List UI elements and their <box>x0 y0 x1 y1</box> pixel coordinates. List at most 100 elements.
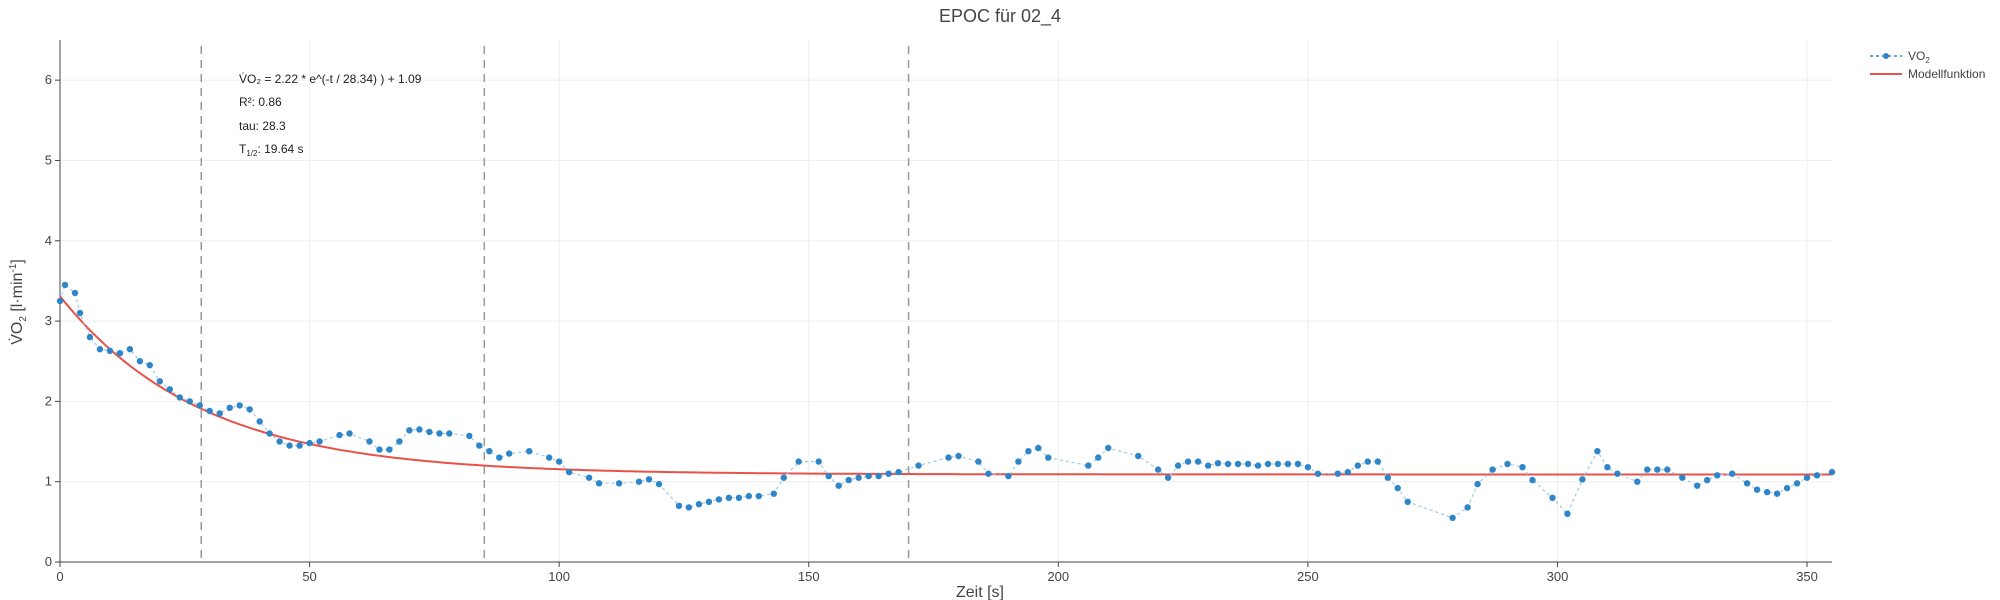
vo2-point[interactable] <box>1035 444 1042 452</box>
vo2-point[interactable] <box>1579 476 1586 483</box>
vo2-point[interactable] <box>1729 470 1736 477</box>
vo2-point[interactable] <box>1095 454 1102 461</box>
vo2-point[interactable] <box>615 480 623 487</box>
vo2-point[interactable] <box>186 398 193 405</box>
vo2-point[interactable] <box>1304 464 1312 471</box>
vo2-point[interactable] <box>1404 498 1411 505</box>
vo2-point[interactable] <box>466 432 473 440</box>
vo2-point[interactable] <box>1135 452 1142 460</box>
vo2-point[interactable] <box>1634 478 1641 485</box>
vo2-point[interactable] <box>1015 458 1022 465</box>
vo2-point[interactable] <box>526 448 533 455</box>
vo2-point[interactable] <box>1614 470 1621 477</box>
vo2-point[interactable] <box>96 346 104 353</box>
vo2-point[interactable] <box>496 454 503 461</box>
vo2-point[interactable] <box>346 430 353 437</box>
vo2-point[interactable] <box>61 281 69 289</box>
vo2-point[interactable] <box>1529 476 1536 484</box>
vo2-point[interactable] <box>1519 464 1526 471</box>
vo2-point[interactable] <box>276 438 283 445</box>
vo2-point[interactable] <box>246 406 253 413</box>
vo2-point[interactable] <box>1394 484 1401 492</box>
vo2-point[interactable] <box>735 494 743 501</box>
legend-item-vo2[interactable]: VO2 <box>1870 49 1930 65</box>
vo2-point[interactable] <box>1704 476 1711 484</box>
vo2-point[interactable] <box>695 501 703 508</box>
vo2-point[interactable] <box>645 476 653 483</box>
vo2-point[interactable] <box>1005 472 1012 480</box>
vo2-point[interactable] <box>1374 458 1382 465</box>
vo2-point[interactable] <box>1244 460 1252 468</box>
vo2-point[interactable] <box>426 428 433 436</box>
vo2-point[interactable] <box>1813 472 1821 479</box>
vo2-point[interactable] <box>376 446 383 453</box>
vo2-point[interactable] <box>1474 480 1481 488</box>
vo2-point[interactable] <box>1344 468 1352 476</box>
vo2-point[interactable] <box>1773 490 1781 497</box>
vo2-point[interactable] <box>795 458 802 465</box>
vo2-point[interactable] <box>556 458 563 465</box>
vo2-point[interactable] <box>770 490 777 497</box>
vo2-point[interactable] <box>715 496 723 503</box>
vo2-point[interactable] <box>825 472 832 480</box>
vo2-point[interactable] <box>386 446 393 453</box>
vo2-point[interactable] <box>1354 462 1362 469</box>
vo2-point[interactable] <box>1564 510 1571 517</box>
legend[interactable]: VO2 Modellfunktion <box>1870 49 1985 81</box>
vo2-point[interactable] <box>166 386 173 393</box>
vo2-point[interactable] <box>306 439 313 447</box>
vo2-point[interactable] <box>1164 474 1172 481</box>
vo2-point[interactable] <box>895 468 902 476</box>
vo2-point[interactable] <box>885 470 892 477</box>
vo2-point[interactable] <box>835 482 842 489</box>
vo2-point[interactable] <box>126 346 134 353</box>
vo2-point[interactable] <box>655 480 663 488</box>
vo2-point[interactable] <box>1254 462 1262 469</box>
vo2-point[interactable] <box>685 504 693 511</box>
vo2-point[interactable] <box>226 404 233 411</box>
vo2-point[interactable] <box>595 480 603 487</box>
vo2-point[interactable] <box>136 358 144 365</box>
vo2-point[interactable] <box>1194 458 1202 465</box>
vo2-point[interactable] <box>406 427 413 434</box>
vo2-point[interactable] <box>875 472 882 480</box>
vo2-point[interactable] <box>755 492 762 500</box>
vo2-point[interactable] <box>296 442 303 449</box>
vo2-point[interactable] <box>585 474 593 481</box>
vo2-point[interactable] <box>1234 460 1242 468</box>
vo2-point[interactable] <box>705 498 713 505</box>
vo2-point[interactable] <box>1184 458 1192 465</box>
vo2-point[interactable] <box>71 289 79 297</box>
vo2-point[interactable] <box>546 454 553 461</box>
vo2-point[interactable] <box>1743 480 1751 487</box>
vo2-point[interactable] <box>156 378 163 385</box>
vo2-point[interactable] <box>486 448 493 455</box>
vo2-point[interactable] <box>1464 504 1471 511</box>
vo2-point[interactable] <box>416 426 423 433</box>
vo2-point[interactable] <box>436 430 443 437</box>
vo2-point[interactable] <box>780 474 787 481</box>
vo2-point[interactable] <box>1224 460 1232 468</box>
vo2-point[interactable] <box>1803 474 1811 481</box>
vo2-point[interactable] <box>86 333 94 341</box>
vo2-point[interactable] <box>1664 466 1671 473</box>
vo2-point[interactable] <box>266 430 273 437</box>
vo2-point[interactable] <box>1264 460 1272 468</box>
vo2-point[interactable] <box>286 442 293 449</box>
vo2-point[interactable] <box>176 394 183 401</box>
vo2-point[interactable] <box>366 438 373 445</box>
vo2-point[interactable] <box>1504 460 1511 468</box>
vo2-point[interactable] <box>855 474 862 481</box>
vo2-point[interactable] <box>955 452 962 460</box>
vo2-point[interactable] <box>565 468 573 476</box>
vo2-point[interactable] <box>1045 454 1052 461</box>
vo2-point[interactable] <box>206 407 213 415</box>
vo2-point[interactable] <box>1714 472 1721 479</box>
vo2-point[interactable] <box>316 438 323 445</box>
vo2-point[interactable] <box>1753 486 1761 493</box>
vo2-point[interactable] <box>1654 466 1661 473</box>
vo2-point[interactable] <box>1644 466 1651 473</box>
vo2-point[interactable] <box>1105 444 1112 452</box>
vo2-point[interactable] <box>845 476 852 484</box>
vo2-point[interactable] <box>236 402 243 409</box>
